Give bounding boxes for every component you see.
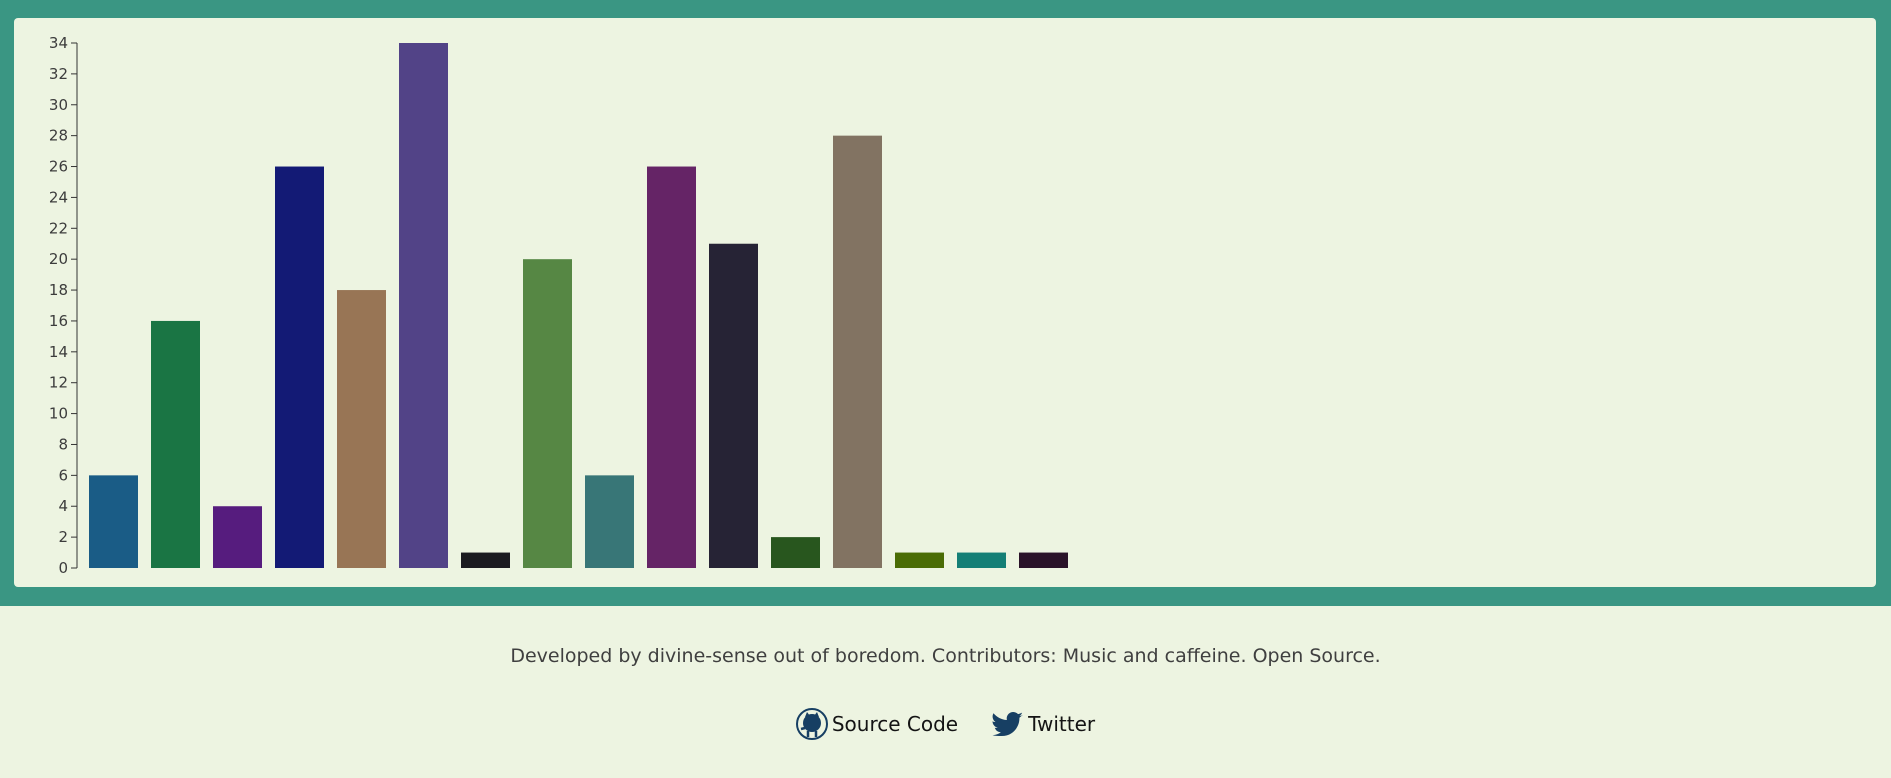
y-tick-label: 16 bbox=[49, 312, 68, 330]
y-tick-label: 20 bbox=[49, 250, 68, 268]
bar[interactable] bbox=[523, 259, 572, 568]
source-code-link[interactable]: Source Code bbox=[795, 708, 959, 740]
bar[interactable] bbox=[461, 552, 510, 568]
y-tick-label: 30 bbox=[49, 96, 68, 114]
bar[interactable] bbox=[89, 475, 138, 568]
bar[interactable] bbox=[957, 552, 1006, 568]
chart-panel: 0 2 4 6 8 10 12 14 16 18 20 22 24 26 28 30 32 34 bbox=[14, 18, 1876, 587]
y-tick-label: 22 bbox=[49, 219, 68, 237]
y-tick-label: 10 bbox=[49, 405, 68, 423]
source-code-label: Source Code bbox=[831, 712, 959, 736]
twitter-link[interactable]: Twitter bbox=[992, 708, 1095, 740]
y-tick-label: 6 bbox=[58, 466, 68, 484]
y-tick-label: 2 bbox=[58, 528, 68, 546]
bar[interactable] bbox=[337, 290, 386, 568]
bar[interactable] bbox=[399, 43, 448, 568]
bar[interactable] bbox=[1019, 552, 1068, 568]
y-tick-label: 12 bbox=[49, 374, 68, 392]
y-tick-label: 8 bbox=[58, 435, 68, 453]
y-tick-label: 28 bbox=[49, 127, 68, 145]
github-icon bbox=[795, 708, 828, 740]
twitter-icon bbox=[992, 712, 1024, 736]
y-tick-label: 32 bbox=[49, 65, 68, 83]
footer-credit: Developed by divine-sense out of boredom… bbox=[510, 645, 1381, 667]
bar[interactable] bbox=[709, 243, 758, 568]
footer-links: Source Code Twitter bbox=[0, 708, 1891, 740]
bar[interactable] bbox=[151, 320, 200, 568]
y-tick-label: 0 bbox=[58, 559, 68, 577]
y-tick-label: 34 bbox=[49, 34, 68, 52]
y-tick-label: 14 bbox=[49, 343, 68, 361]
y-tick-label: 26 bbox=[49, 158, 68, 176]
bar[interactable] bbox=[275, 166, 324, 568]
bar[interactable] bbox=[771, 537, 820, 568]
y-tick-label: 4 bbox=[58, 497, 68, 515]
bar[interactable] bbox=[213, 506, 262, 568]
header-band: 0 2 4 6 8 10 12 14 16 18 20 22 24 26 28 30 32 34 bbox=[0, 0, 1891, 606]
bar[interactable] bbox=[833, 135, 882, 568]
bar[interactable] bbox=[647, 166, 696, 568]
bar[interactable] bbox=[895, 552, 944, 568]
bar[interactable] bbox=[585, 475, 634, 568]
bars bbox=[89, 43, 1068, 568]
y-tick-label: 24 bbox=[49, 188, 68, 206]
y-tick-label: 18 bbox=[49, 281, 68, 299]
twitter-label: Twitter bbox=[1028, 712, 1096, 736]
